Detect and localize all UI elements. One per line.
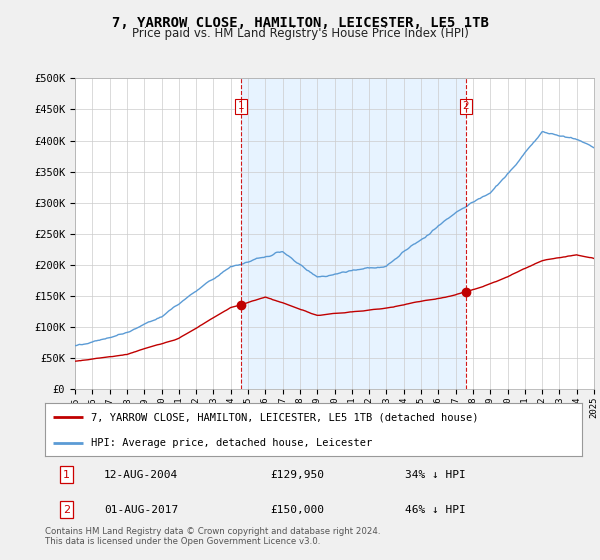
Text: Price paid vs. HM Land Registry's House Price Index (HPI): Price paid vs. HM Land Registry's House … [131, 27, 469, 40]
Text: 1: 1 [63, 470, 70, 479]
Text: 01-AUG-2017: 01-AUG-2017 [104, 505, 178, 515]
Text: HPI: Average price, detached house, Leicester: HPI: Average price, detached house, Leic… [91, 437, 372, 447]
Text: 34% ↓ HPI: 34% ↓ HPI [405, 470, 466, 479]
Text: 2: 2 [463, 101, 469, 111]
Text: Contains HM Land Registry data © Crown copyright and database right 2024.
This d: Contains HM Land Registry data © Crown c… [45, 526, 380, 546]
Text: 12-AUG-2004: 12-AUG-2004 [104, 470, 178, 479]
Text: £129,950: £129,950 [271, 470, 325, 479]
Text: £150,000: £150,000 [271, 505, 325, 515]
Text: 2: 2 [63, 505, 70, 515]
Text: 7, YARROW CLOSE, HAMILTON, LEICESTER, LE5 1TB: 7, YARROW CLOSE, HAMILTON, LEICESTER, LE… [112, 16, 488, 30]
Bar [241, 78, 466, 389]
Text: 7, YARROW CLOSE, HAMILTON, LEICESTER, LE5 1TB (detached house): 7, YARROW CLOSE, HAMILTON, LEICESTER, LE… [91, 412, 478, 422]
Text: 1: 1 [238, 101, 244, 111]
Text: 46% ↓ HPI: 46% ↓ HPI [405, 505, 466, 515]
